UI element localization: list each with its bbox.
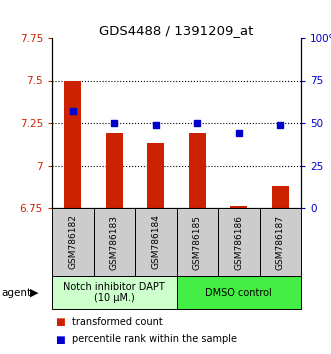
- Bar: [147, 143, 164, 208]
- Text: GSM786185: GSM786185: [193, 215, 202, 269]
- Text: DMSO control: DMSO control: [205, 287, 272, 297]
- Text: GSM786182: GSM786182: [68, 215, 77, 269]
- Bar: [189, 133, 206, 208]
- Text: agent: agent: [2, 287, 32, 297]
- Text: GSM786187: GSM786187: [276, 215, 285, 269]
- Text: GSM786183: GSM786183: [110, 215, 119, 269]
- Text: percentile rank within the sample: percentile rank within the sample: [72, 335, 237, 344]
- Point: [236, 130, 241, 136]
- Bar: [176, 276, 301, 309]
- Bar: [65, 80, 81, 208]
- Bar: [260, 208, 301, 276]
- Point: [70, 108, 75, 114]
- Bar: [93, 208, 135, 276]
- Bar: [135, 208, 176, 276]
- Text: GSM786184: GSM786184: [151, 215, 160, 269]
- Bar: [272, 186, 289, 208]
- Bar: [106, 133, 122, 208]
- Text: GSM786186: GSM786186: [234, 215, 243, 269]
- Text: Notch inhibitor DAPT
(10 μM.): Notch inhibitor DAPT (10 μM.): [63, 282, 165, 303]
- Point: [153, 122, 159, 127]
- Bar: [218, 208, 260, 276]
- Point: [278, 122, 283, 127]
- Bar: [176, 208, 218, 276]
- Bar: [52, 276, 176, 309]
- Bar: [230, 206, 247, 208]
- Text: ■: ■: [55, 318, 65, 327]
- Text: ▶: ▶: [30, 287, 38, 297]
- Point: [112, 120, 117, 126]
- Text: ■: ■: [55, 335, 65, 344]
- Title: GDS4488 / 1391209_at: GDS4488 / 1391209_at: [99, 24, 254, 37]
- Point: [195, 120, 200, 126]
- Text: transformed count: transformed count: [72, 318, 163, 327]
- Bar: [52, 208, 93, 276]
